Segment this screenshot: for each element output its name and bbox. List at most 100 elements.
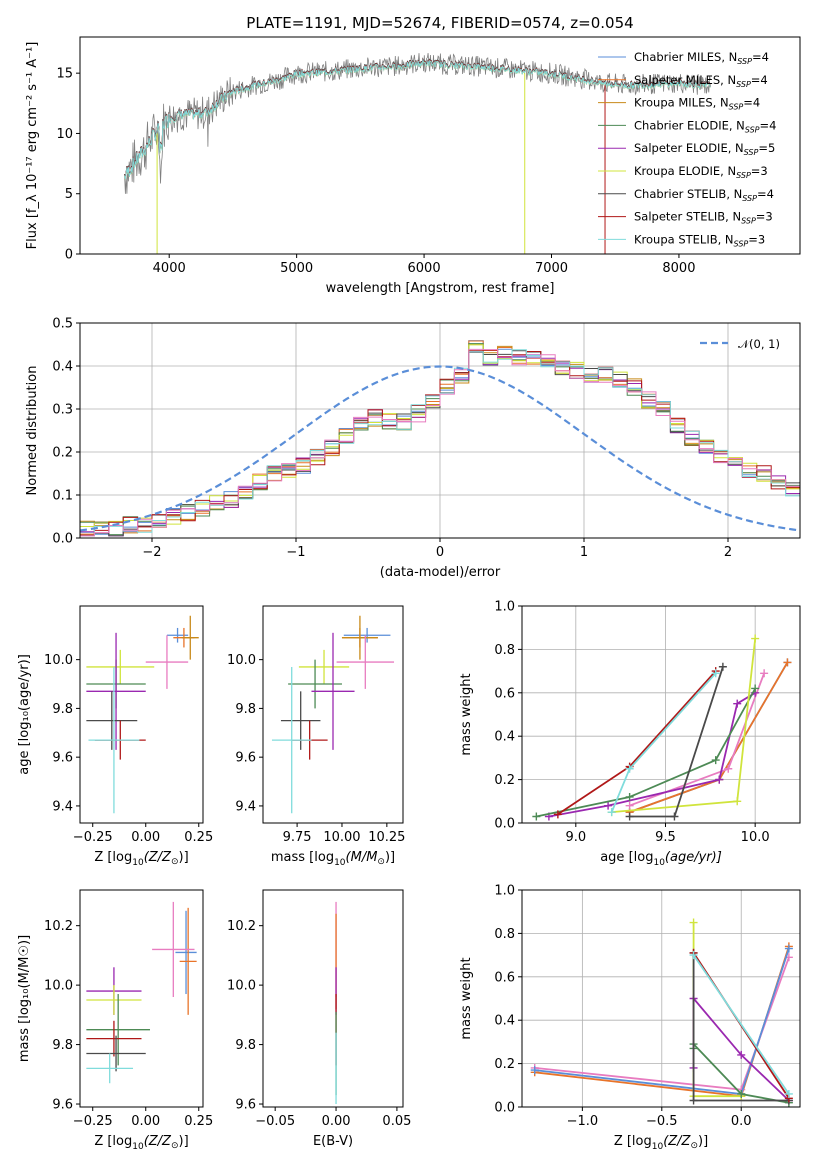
age_vs_mass-frame (262, 605, 404, 824)
mass_vs_ebv-y-tick-label: 9.8 (235, 1038, 256, 1053)
weight-marker-kroupa_stelib (711, 669, 720, 678)
legend-label-part: Salpeter STELIB, N (634, 210, 741, 224)
residuals-legend-label: 𝒩(0, 1) (738, 337, 780, 351)
age_vs_mass-x-label-part: mass [log (271, 850, 334, 865)
legend-label-part: Chabrier STELIB, N (634, 187, 742, 201)
weight-marker-salpeter_elodie (715, 775, 724, 784)
residuals-x-tick-label: −1 (286, 545, 305, 560)
weight-marker-chabrier_stelib (689, 1096, 698, 1105)
legend-label-part: Salpeter MILES, N (634, 73, 736, 87)
legend-label-part: =4 (751, 73, 768, 87)
age_vs_z-x-label-part: (Z/Z (144, 850, 172, 865)
weight-marker-chabrier_elodie (625, 792, 634, 801)
residuals-axes: −2 −1 0 1 2 0.0 0.1 0.2 0.3 0.4 0.5 (data-model)/er… (25, 317, 801, 580)
residuals-x-tick-label: −2 (142, 545, 161, 560)
weight_vs_z-x-tick-label: −0.5 (646, 1114, 678, 1129)
mass_vs_z-axes: −0.25 0.00 0.25 9.6 9.8 10.0 10.2 Z [log10(Z/Z⊙… (17, 889, 213, 1152)
weight-marker-pink (625, 801, 634, 810)
residuals-y-tick-label: 0.4 (52, 360, 73, 375)
weight-marker-chabrier_stelib (670, 812, 679, 821)
weight_vs_age-x-tick-label: 9.5 (655, 830, 676, 845)
weight_vs_z-panel: −1.0 −0.5 0.0 0.0 0.2 0.4 0.6 0.8 1.0 Z [log10(Z/… (459, 884, 801, 1152)
weight_vs_age-x-label-sub: 10 (653, 858, 665, 868)
legend-label-part: =4 (752, 50, 769, 64)
weight_vs_age-y-tick-label: 0.8 (494, 643, 515, 658)
observed-spectrum-line (124, 53, 711, 194)
weight_vs_z-x-tick-label: −1.0 (567, 1114, 599, 1129)
spectrum-x-tick-label: 7000 (535, 261, 568, 276)
weight_vs_z-y-tick-label: 0.2 (494, 1057, 515, 1072)
mass_vs_z-x-tick-label: −0.25 (73, 1114, 113, 1129)
weight-marker-salpeter_stelib (553, 810, 562, 819)
spectrum-frame (79, 36, 801, 255)
mass_vs_z-x-label-part: Z [log (94, 1134, 132, 1149)
weight-marker-chabrier_miles (530, 1066, 539, 1075)
legend-label-sub: SSP (745, 125, 760, 134)
legend-label-salpeter_elodie: Salpeter ELODIE, NSSP=5 (634, 141, 775, 157)
residuals-x-label: (data-model)/error (380, 565, 501, 580)
spectrum-x-tick-label: 8000 (662, 261, 695, 276)
weight_vs_z-axes: −1.0 −0.5 0.0 0.0 0.2 0.4 0.6 0.8 1.0 Z [log10(Z/… (459, 884, 801, 1152)
spectrum-panel: 4000 5000 6000 7000 8000 0 5 10 15 wavelength [An… (25, 36, 801, 296)
weight_vs_z-x-label-part: )] (698, 1134, 708, 1149)
weight-marker-chabrier_elodie (751, 684, 760, 693)
weight-marker-kroupa_elodie (751, 634, 760, 643)
weight_vs_z-y-tick-label: 1.0 (494, 884, 515, 899)
age_vs_z-x-tick-label: −0.25 (73, 830, 113, 845)
age_vs_mass-y-tick-label: 9.8 (235, 702, 256, 717)
legend-label-part: Kroupa MILES, N (634, 96, 729, 110)
mass_vs_z-x-label-part: )] (179, 1134, 189, 1149)
mass_vs_z-x-label-part: (Z/Z (144, 1134, 172, 1149)
mass_vs_z-y-tick-label: 10.2 (44, 919, 73, 934)
mass_vs_z-y-label: mass [log₁₀(M/M☉)] (17, 935, 32, 1062)
legend-label-kroupa_miles: Kroupa MILES, NSSP=4 (634, 96, 760, 112)
mass_vs_ebv-y-tick-label: 9.6 (235, 1098, 256, 1113)
age_vs_mass-panel: 9.75 10.00 10.25 9.4 9.6 9.8 10.0 mass [log10(M… (227, 605, 405, 868)
age_vs_mass-x-label-part: )] (385, 850, 395, 865)
mass_vs_ebv-axes: −0.05 0.00 0.05 9.6 9.8 10.0 10.2 E(B-V) (227, 889, 411, 1149)
age_vs_z-x-label: Z [log10(Z/Z⊙)] (94, 850, 188, 868)
age_vs_z-frame (79, 605, 204, 824)
legend-label-part: =4 (743, 96, 760, 110)
age_vs_z-plot-area (86, 615, 199, 814)
legend-label-sub: SSP (736, 80, 751, 89)
legend-label-salpeter_miles: Salpeter MILES, NSSP=4 (634, 73, 768, 89)
weight-marker-kroupa_stelib (625, 764, 634, 773)
mass_vs_z-x-tick-label: 0.00 (131, 1114, 160, 1129)
age_vs_z-y-label: age [log₁₀(age/yr)] (17, 654, 32, 775)
mass_vs_ebv-frame (262, 889, 404, 1108)
weight_vs_z-x-label: Z [log10(Z/Z⊙)] (614, 1134, 708, 1152)
legend-label-kroupa_stelib: Kroupa STELIB, NSSP=3 (634, 232, 765, 248)
legend-label-part: Chabrier ELODIE, N (634, 118, 745, 132)
residuals-y-tick-label: 0.5 (52, 317, 73, 332)
spectrum-y-tick-label: 10 (56, 127, 73, 142)
legend-label-part: =5 (758, 141, 775, 155)
weight_vs_age-x-label-part: (age/yr)] (665, 850, 722, 865)
weight-marker-salpeter_elodie (733, 699, 742, 708)
residuals-y-tick-label: 0.3 (52, 403, 73, 418)
weight-marker-pink (724, 764, 733, 773)
age_vs_z-x-label-sub: ⊙ (171, 857, 179, 867)
mass_vs_z-x-label-sub: 10 (132, 1142, 144, 1152)
age_vs_z-y-tick-label: 9.6 (52, 751, 73, 766)
mass_vs_z-x-tick-label: 0.25 (184, 1114, 213, 1129)
age_vs_mass-x-tick-label: 10.25 (368, 830, 405, 845)
residuals-x-tick-label: 0 (436, 545, 444, 560)
weight_vs_z-frame (521, 889, 801, 1108)
spectrum-y-tick-label: 15 (56, 67, 73, 82)
weight_vs_z-x-tick-label: 0.0 (731, 1114, 752, 1129)
age_vs_mass-plot-area (271, 615, 395, 814)
age_vs_mass-x-label-sub: 10 (334, 858, 346, 868)
mass_vs_ebv-x-tick-label: −0.05 (255, 1114, 295, 1129)
weight_vs_z-y-label: mass weight (459, 957, 474, 1039)
weight_vs_age-x-tick-label: 10.0 (741, 830, 770, 845)
age_vs_z-y-tick-label: 9.4 (52, 799, 73, 814)
legend-label-part: =4 (760, 118, 777, 132)
weight-line-kroupa_stelib (692, 954, 790, 1095)
age_vs_mass-x-label-part: (M/M (346, 850, 378, 865)
weight_vs_z-x-label-sub: ⊙ (690, 1141, 698, 1151)
residuals-y-tick-label: 0.0 (52, 532, 73, 547)
